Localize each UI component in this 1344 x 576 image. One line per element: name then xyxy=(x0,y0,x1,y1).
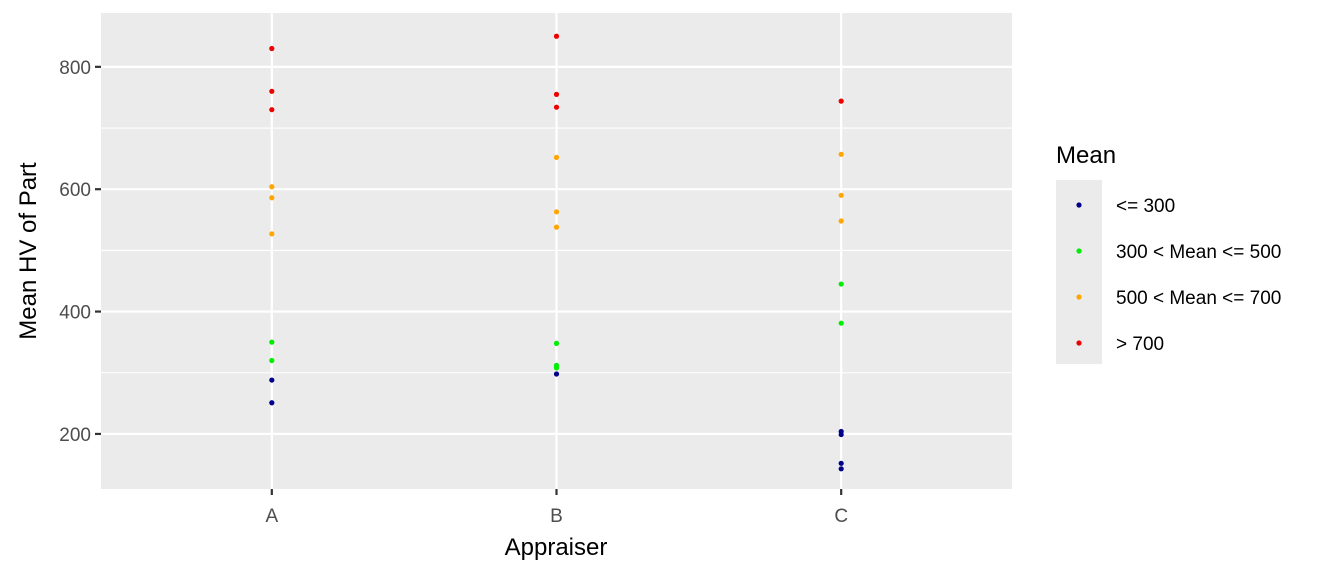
data-point xyxy=(553,340,560,346)
legend-label: 500 < Mean <= 700 xyxy=(1116,288,1281,309)
y-tick-label: 200 xyxy=(59,425,91,446)
data-point xyxy=(553,104,560,110)
data-point xyxy=(838,98,844,104)
legend-label: 300 < Mean <= 500 xyxy=(1116,242,1281,263)
data-points xyxy=(269,33,844,472)
data-point xyxy=(838,218,844,224)
legend-items: <= 300 300 < Mean <= 500 500 < Mean <= 700… xyxy=(1076,196,1281,355)
data-point xyxy=(838,431,844,438)
data-point xyxy=(269,357,275,364)
data-point xyxy=(838,460,844,466)
data-point xyxy=(553,371,560,377)
data-point xyxy=(553,33,560,39)
data-point xyxy=(553,365,560,371)
y-tick-label: 800 xyxy=(59,58,91,79)
data-point xyxy=(838,192,844,198)
data-point xyxy=(553,224,560,230)
legend-key-background xyxy=(1056,180,1102,364)
data-point xyxy=(269,400,275,406)
legend-key xyxy=(1076,340,1082,346)
y-axis-title: Mean HV of Part xyxy=(15,162,42,340)
legend-label: > 700 xyxy=(1116,334,1164,355)
y-tick-label: 400 xyxy=(59,303,91,324)
x-axis-ticks: A B C xyxy=(265,489,848,527)
data-point xyxy=(269,377,275,383)
data-point xyxy=(553,154,560,160)
data-point xyxy=(269,184,275,190)
data-point xyxy=(269,88,275,94)
data-point xyxy=(269,107,275,113)
data-point xyxy=(553,209,560,215)
data-point xyxy=(838,320,844,326)
x-tick-label: C xyxy=(834,506,848,527)
data-point xyxy=(838,151,844,157)
data-point xyxy=(269,45,275,52)
data-point xyxy=(838,466,844,472)
data-point xyxy=(269,339,275,345)
y-tick-label: 600 xyxy=(59,180,91,201)
legend-key xyxy=(1076,294,1082,300)
legend: Mean <= 300 300 < Mean <= 500 500 < Mean <… xyxy=(1056,142,1281,364)
data-point xyxy=(838,281,844,287)
legend-key xyxy=(1076,202,1082,208)
y-axis-ticks: 200 400 600 800 xyxy=(59,58,101,446)
legend-label: <= 300 xyxy=(1116,196,1175,217)
legend-key xyxy=(1076,248,1082,254)
x-tick-label: B xyxy=(550,506,563,527)
x-tick-label: A xyxy=(265,506,278,527)
data-point xyxy=(553,91,560,97)
data-point xyxy=(269,195,275,201)
x-axis-title: Appraiser xyxy=(505,534,608,561)
legend-title: Mean xyxy=(1056,142,1116,169)
data-point xyxy=(269,231,275,237)
